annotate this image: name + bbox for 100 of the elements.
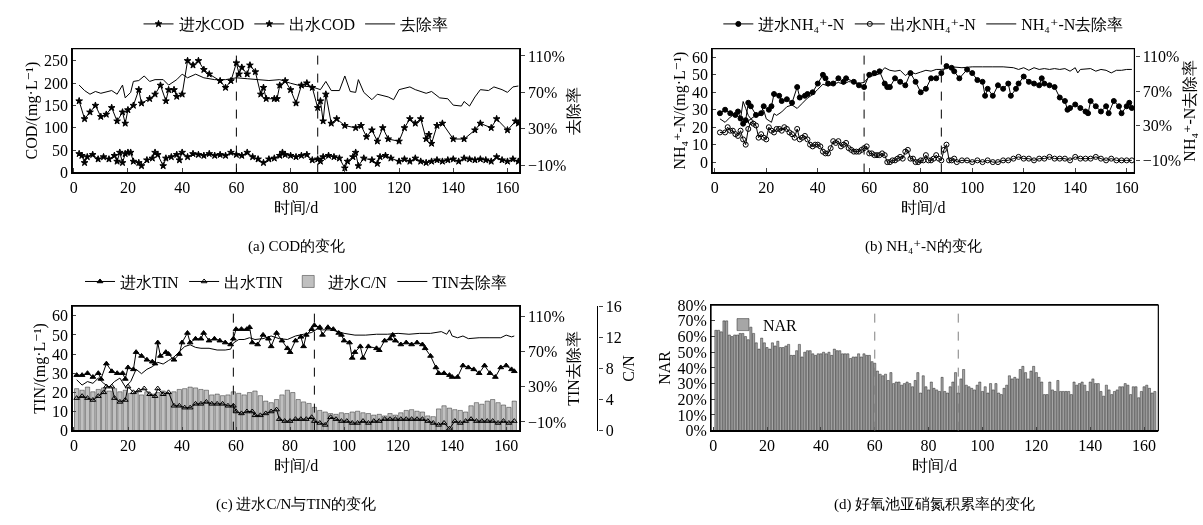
y2-tick-label: 30% <box>527 378 558 396</box>
x-tick-label: 160 <box>494 436 519 454</box>
y2-tick-label: 110% <box>527 47 565 65</box>
x-tick-label: 80 <box>912 178 929 196</box>
x-tick-label: 20 <box>759 436 776 454</box>
x-tick-label: 40 <box>174 436 191 454</box>
y-axis-title: NH₄⁺-N/(mg·L⁻¹) <box>670 51 689 170</box>
y-tick-label: 20% <box>677 390 707 408</box>
y-tick-label: 80% <box>677 296 707 314</box>
y-tick-label: 50% <box>677 343 707 361</box>
legend-label: NAR <box>762 316 798 334</box>
legend-label: 出水COD <box>289 16 356 34</box>
y3-axis-title: C/N <box>620 354 638 382</box>
x-tick-label: 60 <box>866 436 883 454</box>
x-tick-label: 20 <box>119 178 136 196</box>
legend-label: TIN去除率 <box>432 273 507 291</box>
x-tick-label: 160 <box>495 178 520 196</box>
x-tick-label: 160 <box>1132 436 1157 454</box>
x-tick-label: 120 <box>387 178 412 196</box>
y-tick-label: 0 <box>60 164 69 182</box>
y-tick-label: 50 <box>52 141 69 159</box>
legend-label: 进水COD <box>178 16 245 34</box>
legend-label: 进水TIN <box>120 273 180 291</box>
x-tick-label: 100 <box>970 436 995 454</box>
x-tick-label: 40 <box>809 178 826 196</box>
y-tick-label: 40 <box>52 345 69 363</box>
y2-tick-label: 70% <box>527 343 558 361</box>
legend-label: 进水C/N <box>328 273 388 291</box>
x-tick-label: 60 <box>861 178 878 196</box>
x-axis-title: 时间/d <box>273 456 319 474</box>
y-tick-label: 60 <box>691 48 708 66</box>
y2-tick-label: 70% <box>527 83 558 101</box>
y-tick-label: 100 <box>44 119 69 137</box>
text: (d) 好氧池亚硝氮积累率的变化 <box>834 496 1036 513</box>
y-tick-label: 70% <box>677 312 707 330</box>
y-tick-label: 20 <box>691 118 708 136</box>
text: (a) COD的变化 <box>248 238 346 255</box>
x-tick-label: 140 <box>1078 436 1103 454</box>
legend-label: NH₄⁺-N去除率 <box>1021 16 1124 34</box>
y-tick-label: 50 <box>691 66 708 84</box>
y2-tick-label: −10% <box>527 413 567 431</box>
x-tick-label: 140 <box>441 178 466 196</box>
x-tick-label: 160 <box>1114 178 1139 196</box>
x-axis-title: 时间/d <box>912 456 957 474</box>
text: (c) 进水C/N与TIN的变化 <box>216 496 377 513</box>
y-axis-title: COD/(mg·L⁻¹) <box>22 61 41 160</box>
y-tick-label: 60 <box>52 307 69 325</box>
y3-tick-label: 12 <box>605 328 622 346</box>
y-tick-label: 150 <box>44 97 69 115</box>
y-tick-label: 40 <box>691 83 708 101</box>
y-axis-title: NAR <box>656 350 674 385</box>
y2-tick-label: 30% <box>527 120 558 138</box>
y-tick-label: 30 <box>691 101 708 119</box>
x-tick-label: 80 <box>282 436 299 454</box>
y2-axis-title: NH₄⁺-N去除率 <box>1181 59 1199 162</box>
y2-tick-label: 70% <box>1142 82 1173 100</box>
y2-axis-title: 去除率 <box>565 86 583 135</box>
x-tick-label: 140 <box>1063 178 1088 196</box>
x-tick-label: 80 <box>920 436 937 454</box>
legend-label: 出水TIN <box>224 273 284 291</box>
x-tick-label: 60 <box>228 436 245 454</box>
x-tick-label: 60 <box>228 178 245 196</box>
x-axis-title: 时间/d <box>273 198 319 216</box>
legend-label: 去除率 <box>400 16 449 34</box>
y3-tick-label: 4 <box>605 391 614 409</box>
y-tick-label: 50 <box>52 326 69 344</box>
y3-tick-label: 0 <box>605 422 614 440</box>
x-tick-label: 20 <box>758 178 775 196</box>
x-tick-label: 140 <box>440 436 465 454</box>
y-tick-label: 40% <box>677 359 707 377</box>
y-tick-label: 30 <box>52 364 69 382</box>
y-axis-title: TIN/(mg·L⁻¹) <box>30 323 49 414</box>
x-tick-label: 120 <box>386 436 411 454</box>
y2-tick-label: 30% <box>1142 117 1173 135</box>
x-tick-label: 0 <box>710 178 719 196</box>
x-tick-label: 100 <box>332 178 357 196</box>
y-tick-label: 0% <box>685 422 707 440</box>
x-tick-label: 120 <box>1024 436 1049 454</box>
y-tick-label: 10% <box>677 406 707 424</box>
x-tick-label: 40 <box>812 436 829 454</box>
x-tick-label: 40 <box>174 178 191 196</box>
y-tick-label: 200 <box>44 74 69 92</box>
y-tick-label: 0 <box>699 153 708 171</box>
x-axis-title: 时间/d <box>901 198 946 216</box>
y-tick-label: 10 <box>691 136 708 154</box>
y-tick-label: 250 <box>44 52 69 70</box>
y2-axis-title: TIN去除率 <box>565 331 583 406</box>
x-tick-label: 100 <box>960 178 985 196</box>
x-tick-label: 100 <box>332 436 357 454</box>
y2-tick-label: 110% <box>1142 48 1180 66</box>
y-tick-label: 30% <box>677 375 707 393</box>
y-tick-label: 0 <box>60 422 69 440</box>
text: (b) NH₄⁺-N的变化 <box>865 238 982 255</box>
x-tick-label: 120 <box>1011 178 1036 196</box>
x-tick-label: 80 <box>282 178 299 196</box>
y-tick-label: 10 <box>52 403 69 421</box>
y2-tick-label: −10% <box>527 156 567 174</box>
x-tick-label: 20 <box>120 436 137 454</box>
y3-tick-label: 16 <box>605 297 622 315</box>
y-tick-label: 20 <box>52 383 69 401</box>
